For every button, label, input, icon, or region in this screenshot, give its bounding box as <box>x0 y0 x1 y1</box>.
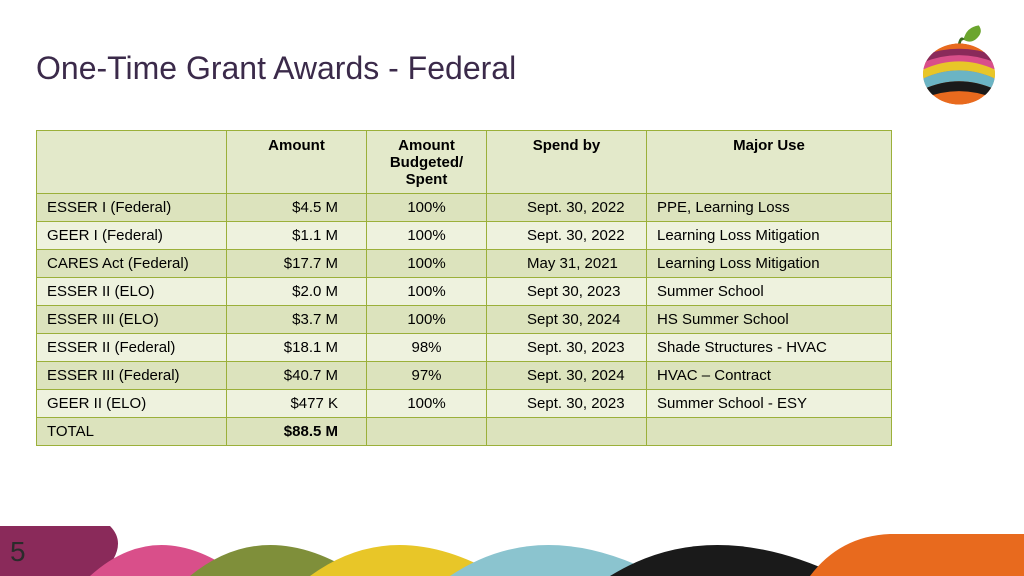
cell-use: Shade Structures - HVAC <box>647 334 892 362</box>
grants-table-container: Amount Amount Budgeted/ Spent Spend by M… <box>36 130 892 446</box>
table-row: GEER II (ELO)$477 K100%Sept. 30, 2023Sum… <box>37 390 892 418</box>
cell-date: Sept. 30, 2022 <box>487 222 647 250</box>
table-header-row: Amount Amount Budgeted/ Spent Spend by M… <box>37 131 892 194</box>
cell-pct: 100% <box>367 194 487 222</box>
cell-name: GEER I (Federal) <box>37 222 227 250</box>
cell-date: Sept 30, 2023 <box>487 278 647 306</box>
col-header-pct: Amount Budgeted/ Spent <box>367 131 487 194</box>
cell-name: ESSER I (Federal) <box>37 194 227 222</box>
cell-amount: $17.7 M <box>227 250 367 278</box>
table-total-row: TOTAL$88.5 M <box>37 418 892 446</box>
page-title: One-Time Grant Awards - Federal <box>36 50 516 87</box>
cell-date: Sept. 30, 2023 <box>487 334 647 362</box>
cell-amount: $1.1 M <box>227 222 367 250</box>
cell-pct: 100% <box>367 278 487 306</box>
cell-name: ESSER II (Federal) <box>37 334 227 362</box>
cell-date: Sept. 30, 2023 <box>487 390 647 418</box>
cell-date: Sept 30, 2024 <box>487 306 647 334</box>
cell-use: PPE, Learning Loss <box>647 194 892 222</box>
col-header-date: Spend by <box>487 131 647 194</box>
cell-amount: $18.1 M <box>227 334 367 362</box>
cell-date: Sept. 30, 2024 <box>487 362 647 390</box>
cell-amount: $3.7 M <box>227 306 367 334</box>
table-row: GEER I (Federal)$1.1 M100%Sept. 30, 2022… <box>37 222 892 250</box>
cell-use: Learning Loss Mitigation <box>647 250 892 278</box>
table-row: CARES Act (Federal)$17.7 M100%May 31, 20… <box>37 250 892 278</box>
cell-amount: $40.7 M <box>227 362 367 390</box>
cell-empty <box>487 418 647 446</box>
cell-date: Sept. 30, 2022 <box>487 194 647 222</box>
col-header-amount: Amount <box>227 131 367 194</box>
cell-use: HVAC – Contract <box>647 362 892 390</box>
cell-pct: 98% <box>367 334 487 362</box>
table-row: ESSER II (Federal)$18.1 M98%Sept. 30, 20… <box>37 334 892 362</box>
cell-name: GEER II (ELO) <box>37 390 227 418</box>
cell-date: May 31, 2021 <box>487 250 647 278</box>
cell-empty <box>367 418 487 446</box>
cell-name: ESSER III (Federal) <box>37 362 227 390</box>
cell-total-label: TOTAL <box>37 418 227 446</box>
table-row: ESSER III (ELO)$3.7 M100%Sept 30, 2024HS… <box>37 306 892 334</box>
cell-name: ESSER III (ELO) <box>37 306 227 334</box>
cell-pct: 100% <box>367 390 487 418</box>
col-header-name <box>37 131 227 194</box>
cell-amount: $477 K <box>227 390 367 418</box>
cell-pct: 100% <box>367 250 487 278</box>
cell-use: Learning Loss Mitigation <box>647 222 892 250</box>
col-header-use: Major Use <box>647 131 892 194</box>
cell-use: Summer School <box>647 278 892 306</box>
cell-pct: 97% <box>367 362 487 390</box>
brand-logo-icon <box>914 20 1004 110</box>
cell-amount: $4.5 M <box>227 194 367 222</box>
table-row: ESSER III (Federal)$40.7 M97%Sept. 30, 2… <box>37 362 892 390</box>
page-number: 5 <box>10 536 26 568</box>
table-row: ESSER I (Federal)$4.5 M100%Sept. 30, 202… <box>37 194 892 222</box>
footer-decoration <box>0 526 1024 576</box>
cell-pct: 100% <box>367 222 487 250</box>
cell-name: ESSER II (ELO) <box>37 278 227 306</box>
cell-empty <box>647 418 892 446</box>
grants-table: Amount Amount Budgeted/ Spent Spend by M… <box>36 130 892 446</box>
cell-amount: $2.0 M <box>227 278 367 306</box>
cell-use: Summer School - ESY <box>647 390 892 418</box>
table-row: ESSER II (ELO)$2.0 M100%Sept 30, 2023Sum… <box>37 278 892 306</box>
cell-use: HS Summer School <box>647 306 892 334</box>
cell-total-amount: $88.5 M <box>227 418 367 446</box>
cell-name: CARES Act (Federal) <box>37 250 227 278</box>
cell-pct: 100% <box>367 306 487 334</box>
